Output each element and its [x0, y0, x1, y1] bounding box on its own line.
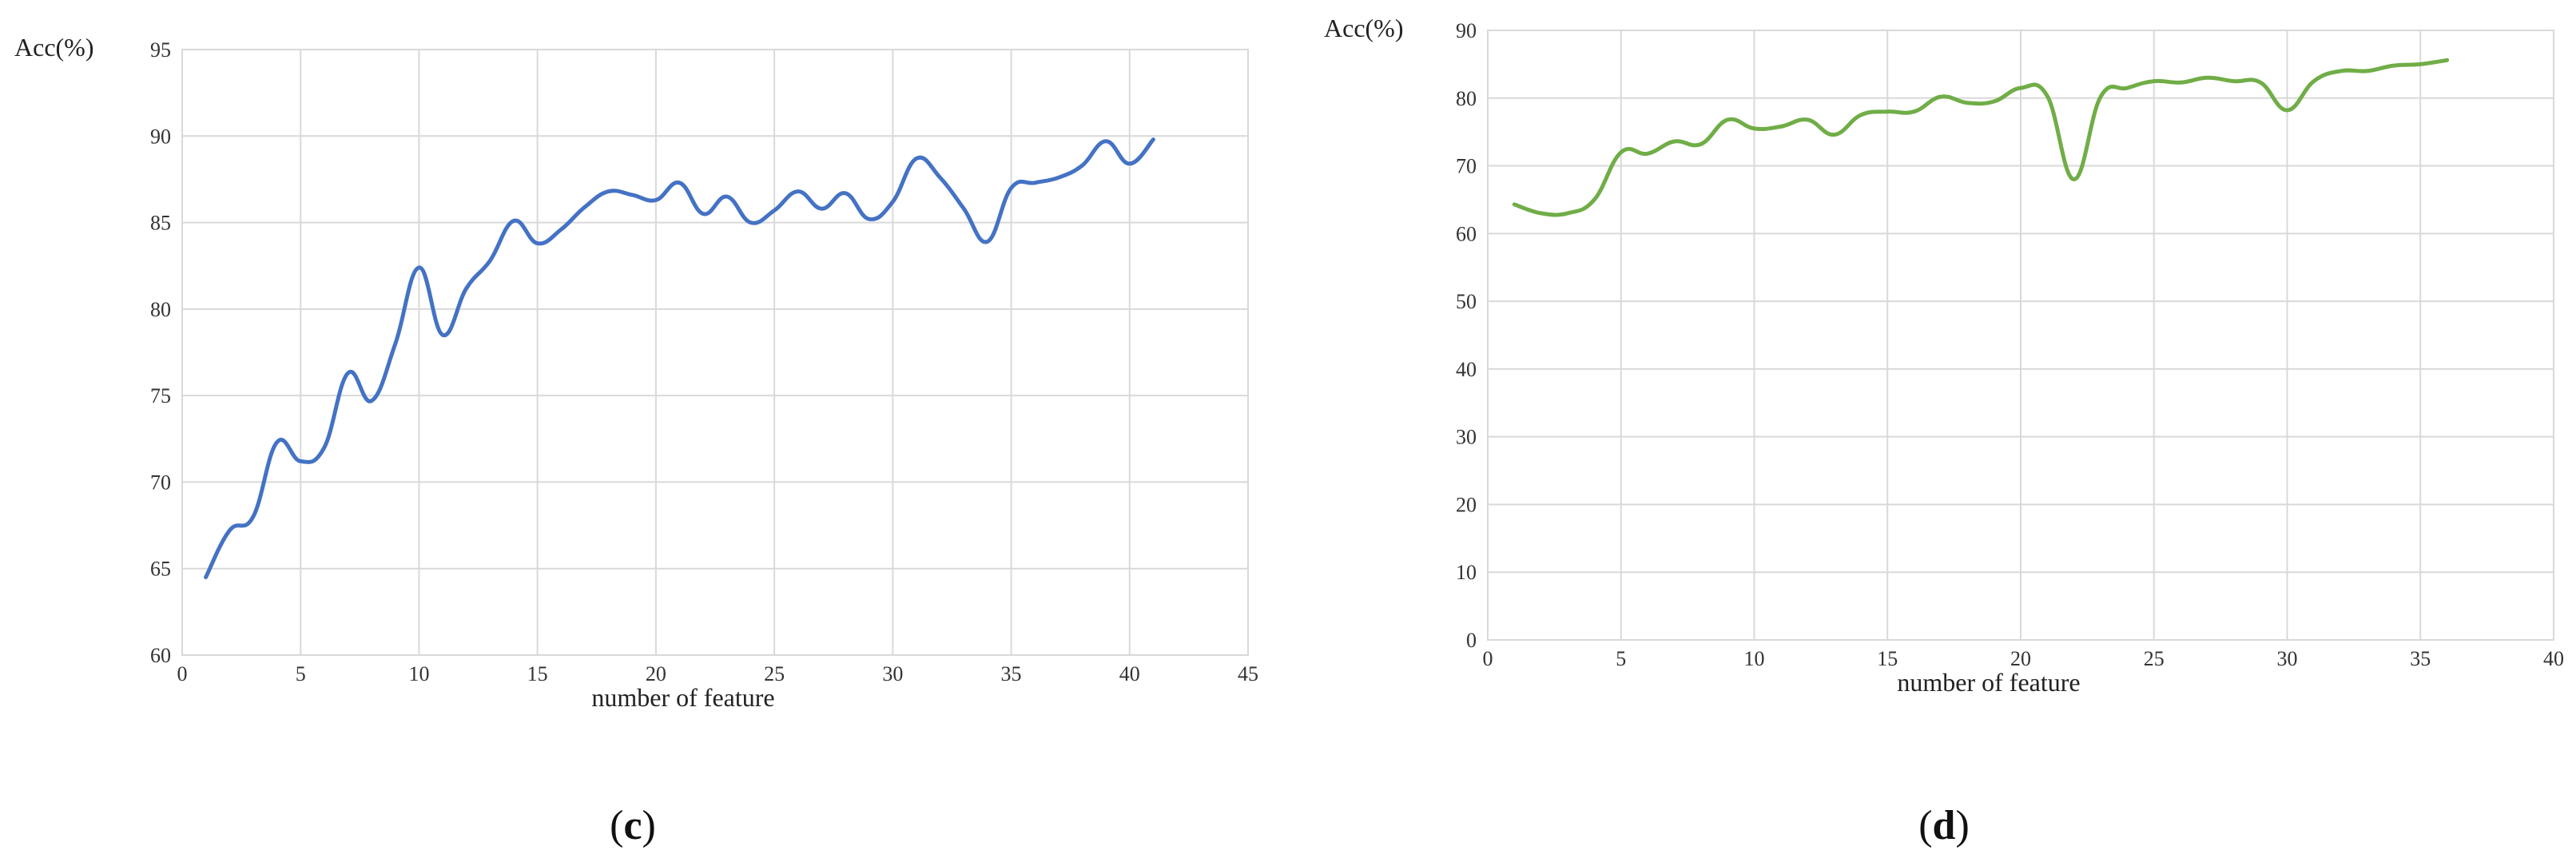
- chart-c-x-tick-label: 40: [1119, 662, 1140, 685]
- chart-d-x-tick-label: 20: [2010, 647, 2031, 670]
- chart-d-x-tick-label: 0: [1483, 647, 1493, 670]
- chart-d-y-tick-label: 0: [1466, 629, 1477, 652]
- chart-d-x-tick-label: 5: [1616, 647, 1626, 670]
- chart-c-y-tick-label: 90: [150, 125, 171, 148]
- chart-c-series-line: [204, 137, 1155, 579]
- panel-label-d: (d): [1918, 803, 1970, 848]
- chart-d-x-axis-label: number of feature: [1897, 668, 2080, 697]
- chart-d-x-tick-label: 40: [2543, 647, 2564, 670]
- chart-c-y-tick-label: 70: [150, 471, 171, 494]
- chart-d-x-tick-label: 25: [2144, 647, 2165, 670]
- chart-c-y-axis-label: Acc(%): [14, 33, 93, 62]
- chart-d-y-tick-label: 20: [1456, 493, 1477, 516]
- chart-d-y-tick-label: 70: [1456, 155, 1477, 178]
- chart-c-x-tick-label: 30: [882, 662, 903, 685]
- chart-d-x-tick-label: 30: [2277, 647, 2298, 670]
- chart-d-y-tick-label: 90: [1456, 19, 1477, 42]
- chart-c-y-tick-label: 80: [150, 298, 171, 321]
- panel-label-c: (c): [610, 803, 656, 848]
- chart-c-y-tick-label: 75: [150, 384, 171, 407]
- chart-c-x-tick-label: 35: [1001, 662, 1022, 685]
- chart-d-x-tick-label: 35: [2410, 647, 2431, 670]
- chart-d-y-tick-label: 30: [1456, 426, 1477, 449]
- chart-c-y-tick-label: 95: [150, 38, 171, 62]
- chart-d-y-tick-label: 40: [1456, 358, 1477, 381]
- chart-c-x-tick-label: 0: [177, 662, 188, 685]
- chart-c-x-tick-label: 20: [646, 662, 666, 685]
- chart-d-y-tick-label: 10: [1456, 561, 1477, 584]
- chart-c-x-tick-label: 45: [1238, 662, 1258, 685]
- chart-d-y-tick-label: 60: [1456, 222, 1477, 245]
- chart-c-x-tick-label: 5: [296, 662, 306, 685]
- chart-c: 0 5 10 15 20 25 30 35 40 45 60 65 70 75 80 85 90 95 number…: [14, 33, 1258, 712]
- chart-d-y-axis-label: Acc(%): [1324, 14, 1403, 42]
- chart-c-y-tick-label: 85: [150, 212, 171, 235]
- chart-d: 0 5 10 15 20 25 30 35 40 0 10 20 30 40 50 60 70 80 90 numbe…: [1324, 14, 2564, 697]
- panel-label-c-letter: c: [623, 803, 642, 848]
- chart-c-y-tick-label: 60: [150, 644, 171, 667]
- chart-d-y-tick-label: 50: [1456, 290, 1477, 313]
- chart-c-plot-frame: [181, 49, 1249, 656]
- chart-d-x-tick-label: 15: [1877, 647, 1898, 670]
- chart-c-y-tick-label: 65: [150, 558, 171, 581]
- chart-c-x-tick-label: 15: [527, 662, 548, 685]
- chart-d-series-line: [1512, 58, 2450, 217]
- chart-c-x-tick-label: 25: [764, 662, 785, 685]
- chart-d-y-tick-label: 80: [1456, 87, 1477, 110]
- panel-label-d-letter: d: [1933, 803, 1956, 848]
- chart-c-x-axis-label: number of feature: [591, 683, 774, 712]
- chart-d-x-tick-label: 10: [1744, 647, 1765, 670]
- chart-c-x-tick-label: 10: [408, 662, 429, 685]
